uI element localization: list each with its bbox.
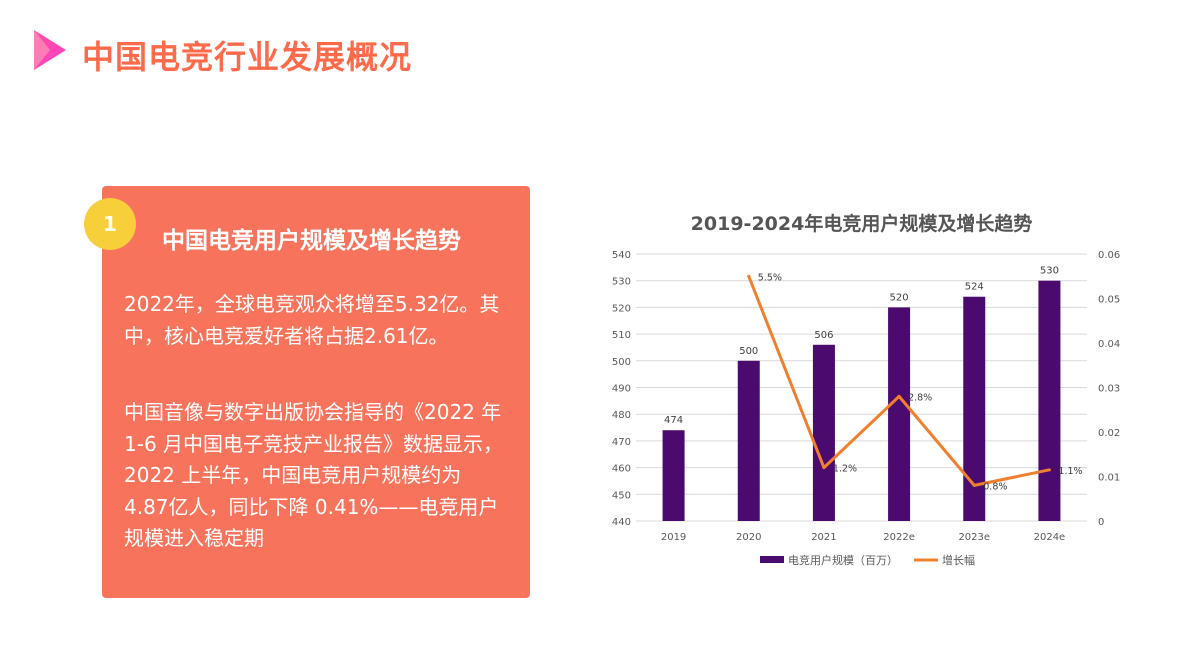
line-point bbox=[897, 394, 901, 398]
y-left-tick-label: 450 bbox=[612, 490, 631, 501]
x-tick-label: 2023e bbox=[958, 532, 990, 543]
bar-data-label: 506 bbox=[814, 330, 833, 341]
y-left-tick-label: 500 bbox=[612, 357, 631, 368]
y-left-tick-label: 460 bbox=[612, 464, 631, 475]
bar bbox=[888, 307, 911, 521]
line-point bbox=[747, 274, 751, 278]
legend-label-bar: 电竞用户规模（百万） bbox=[788, 553, 898, 567]
bar-data-label: 530 bbox=[1040, 266, 1059, 277]
chart-title: 2019-2024年电竞用户规模及增长趋势 bbox=[691, 212, 1033, 235]
bar bbox=[737, 360, 760, 521]
y-left-tick-label: 490 bbox=[612, 384, 631, 395]
y-left-tick-label: 520 bbox=[612, 303, 631, 314]
line-point bbox=[1047, 468, 1051, 472]
chart-container: 2019-2024年电竞用户规模及增长趋势 440 450 460 470 480 490 5… bbox=[600, 200, 1160, 580]
info-panel bbox=[102, 186, 530, 598]
bar-data-label: 524 bbox=[965, 282, 984, 293]
y-left-tick-label: 540 bbox=[612, 250, 631, 261]
x-tick-label: 2021 bbox=[811, 532, 836, 543]
bar bbox=[812, 344, 835, 521]
panel-heading: 中国电竞用户规模及增长趋势 bbox=[162, 228, 461, 254]
combo-chart: 2019-2024年电竞用户规模及增长趋势 440 450 460 470 480 490 5… bbox=[612, 212, 1120, 567]
play-triangle-icon bbox=[34, 30, 66, 70]
legend-swatch-bar bbox=[760, 556, 784, 563]
bar bbox=[963, 296, 986, 521]
x-tick-label: 2024e bbox=[1034, 532, 1066, 543]
bar bbox=[1038, 280, 1061, 521]
y-right-tick-label: 0.02 bbox=[1098, 428, 1120, 439]
y-right-tick-label: 0.06 bbox=[1098, 250, 1120, 261]
line-point bbox=[972, 483, 976, 487]
y-right-tick-label: 0.05 bbox=[1098, 295, 1120, 306]
line-data-label: 1.1% bbox=[1058, 466, 1082, 477]
bar-data-label: 474 bbox=[664, 415, 683, 426]
x-tick-label: 2020 bbox=[736, 532, 761, 543]
y-right-tick-label: 0 bbox=[1098, 517, 1104, 528]
line-point bbox=[822, 466, 826, 470]
line-data-label: 0.8% bbox=[983, 481, 1007, 492]
x-tick-label: 2019 bbox=[661, 532, 686, 543]
bar bbox=[662, 430, 685, 521]
line-data-label: 5.5% bbox=[758, 272, 782, 283]
panel-paragraph-1: 2022年，全球电竞观众将增至5.32亿。其中，核心电竞爱好者将占据2.61亿。 bbox=[124, 292, 500, 348]
legend-label-line: 增长幅 bbox=[942, 553, 975, 567]
line-data-label: 1.2% bbox=[833, 464, 857, 475]
page-title: 中国电竞行业发展概况 bbox=[82, 38, 413, 76]
bar-data-label: 520 bbox=[890, 292, 909, 303]
x-tick-label: 2022e bbox=[883, 532, 915, 543]
y-right-tick-label: 0.01 bbox=[1098, 473, 1120, 484]
y-right-tick-label: 0.04 bbox=[1098, 339, 1120, 350]
y-left-tick-label: 480 bbox=[612, 410, 631, 421]
line-data-label: 2.8% bbox=[908, 392, 932, 403]
y-right-tick-label: 0.03 bbox=[1098, 384, 1120, 395]
y-left-tick-label: 530 bbox=[612, 277, 631, 288]
panel-paragraph-2: 中国音像与数字出版协会指导的《2022 年 1-6 月中国电子竞技产业报告》数据… bbox=[124, 400, 504, 550]
y-left-tick-label: 440 bbox=[612, 517, 631, 528]
section-number-badge: 1 bbox=[84, 198, 136, 250]
y-left-tick-label: 510 bbox=[612, 330, 631, 341]
bar-data-label: 500 bbox=[739, 346, 758, 357]
y-left-tick-label: 470 bbox=[612, 437, 631, 448]
